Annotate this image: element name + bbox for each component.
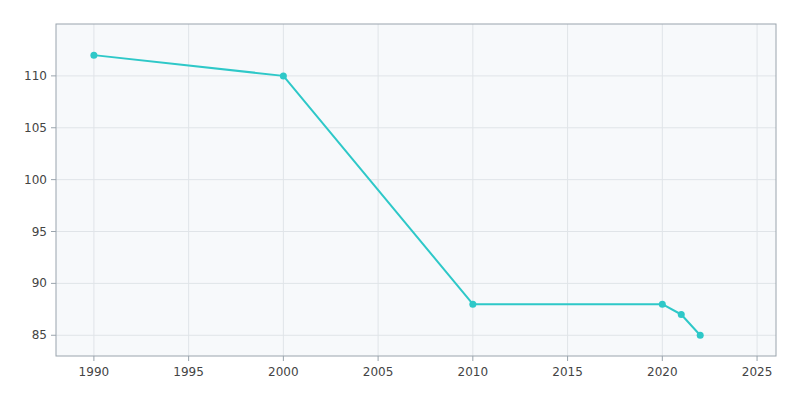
x-grid-line [188,24,189,356]
x-tick-label: 2005 [363,365,394,379]
x-tick [188,356,189,361]
x-tick [567,356,568,361]
y-grid-line [56,179,776,180]
y-grid-line [56,75,776,76]
marker [280,72,287,79]
marker [469,301,476,308]
y-tick [51,231,56,232]
y-tick [51,127,56,128]
y-tick-label: 95 [32,225,47,239]
chart-container: 1990 1995 2000 2005 2010 2015 2020 2025 85 90 95 10… [0,0,800,400]
x-tick-label: 1995 [173,365,204,379]
grid [56,24,776,356]
x-tick-label: 2015 [552,365,583,379]
x-tick-label: 2010 [458,365,489,379]
y-grid-line [56,127,776,128]
marker [659,301,666,308]
x-tick-label: 1990 [79,365,110,379]
y-tick-label: 110 [24,69,47,83]
y-tick-label: 85 [32,328,47,342]
x-tick [283,356,284,361]
y-tick-label: 100 [24,173,47,187]
y-grid-line [56,335,776,336]
x-grid-line [93,24,94,356]
x-tick [378,356,379,361]
chart-svg: 1990 1995 2000 2005 2010 2015 2020 2025 85 90 95 10… [0,0,800,400]
x-tick [662,356,663,361]
x-tick [757,356,758,361]
y-tick [51,75,56,76]
y-grid-line [56,283,776,284]
x-tick-label: 2000 [268,365,299,379]
plot-frame [56,24,776,356]
x-grid-line [567,24,568,356]
y-grid-line [56,231,776,232]
y-tick [51,335,56,336]
y-tick [51,179,56,180]
axes: 1990 1995 2000 2005 2010 2015 2020 2025 85 90 95 10… [24,69,772,379]
x-tick-label: 2020 [647,365,678,379]
marker [90,52,97,59]
y-tick [51,283,56,284]
marker [678,311,685,318]
y-tick-label: 90 [32,276,47,290]
x-tick [93,356,94,361]
y-tick-label: 105 [24,121,47,135]
x-grid-line [757,24,758,356]
x-tick [472,356,473,361]
plot-background [56,24,776,356]
data-layer [90,52,703,339]
marker [697,332,704,339]
x-tick-label: 2025 [742,365,773,379]
line [94,55,700,335]
